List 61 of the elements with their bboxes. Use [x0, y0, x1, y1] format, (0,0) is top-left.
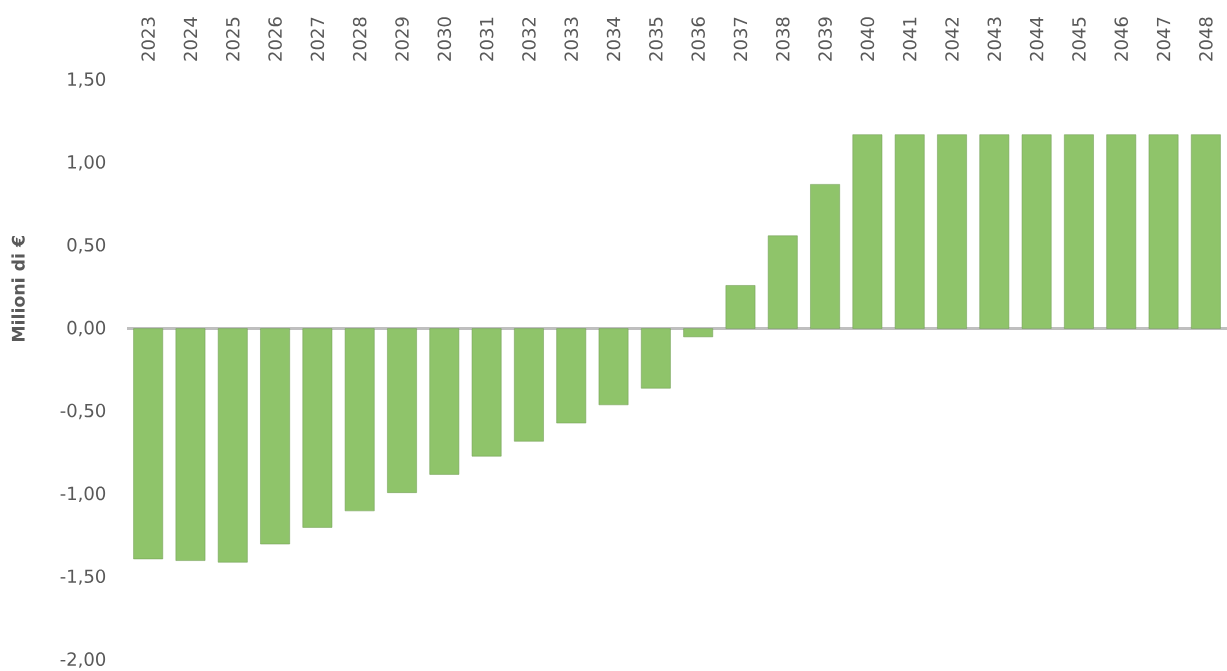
y-axis-title: Milioni di € [11, 236, 25, 342]
x-tick-label: 2032 [522, 17, 536, 61]
y-tick-label: 0,50 [67, 237, 106, 254]
x-tick-label: 2028 [352, 17, 367, 61]
y-tick-label: -1,00 [60, 486, 106, 503]
bar [1064, 134, 1094, 329]
y-tick-label: 1,50 [68, 72, 106, 88]
bar [937, 134, 967, 329]
x-tick-label: 2029 [395, 17, 409, 61]
y-tick-label: -0,50 [60, 403, 106, 420]
bar [1190, 134, 1221, 329]
x-tick-label: 2026 [268, 17, 282, 61]
bar [1106, 134, 1137, 329]
x-tick-label: 2036 [691, 17, 705, 61]
bar [894, 134, 925, 329]
y-tick-label: 1,00 [68, 155, 106, 171]
x-tick-label: 2044 [1029, 17, 1044, 61]
x-tick-label: 2037 [733, 17, 748, 61]
bar [1021, 134, 1052, 329]
x-tick-label: 2024 [183, 17, 198, 61]
bar [133, 328, 164, 560]
x-tick-label: 2043 [987, 17, 1002, 61]
x-tick-label: 2040 [860, 17, 875, 61]
x-tick-label: 2045 [1072, 17, 1086, 61]
x-tick-label: 2027 [310, 17, 325, 61]
bar [725, 285, 756, 329]
x-tick-label: 2035 [649, 17, 663, 61]
bar [217, 328, 248, 563]
bar [344, 328, 375, 512]
bar [979, 134, 1010, 329]
bar [175, 328, 206, 561]
x-tick-label: 2046 [1114, 17, 1129, 61]
x-tick-label: 2023 [141, 17, 155, 61]
y-tick-label: -2,00 [60, 652, 106, 668]
x-tick-label: 2047 [1156, 17, 1171, 61]
x-tick-label: 2039 [818, 17, 832, 61]
x-tick-label: 2030 [437, 17, 452, 61]
bar [556, 328, 587, 424]
y-tick-label: -1,50 [60, 569, 106, 585]
x-tick-label: 2042 [945, 17, 959, 61]
bar [810, 184, 840, 329]
x-tick-label: 2038 [775, 17, 790, 61]
bar [598, 328, 629, 406]
bar [260, 328, 290, 545]
bar [387, 328, 417, 493]
x-tick-label: 2033 [564, 17, 579, 61]
x-tick-label: 2031 [479, 17, 494, 61]
bar [429, 328, 460, 475]
x-tick-label: 2041 [902, 17, 917, 61]
bar [852, 134, 883, 329]
bar [1148, 134, 1179, 329]
bar [514, 328, 544, 442]
bar [640, 328, 671, 389]
x-tick-label: 2025 [225, 17, 240, 61]
bar [767, 235, 798, 329]
x-tick-label: 2048 [1199, 17, 1213, 61]
bar [683, 328, 714, 338]
bar [302, 328, 333, 528]
x-tick-label: 2034 [606, 17, 621, 61]
y-tick-label: 0,00 [67, 320, 106, 337]
bar [471, 328, 502, 457]
